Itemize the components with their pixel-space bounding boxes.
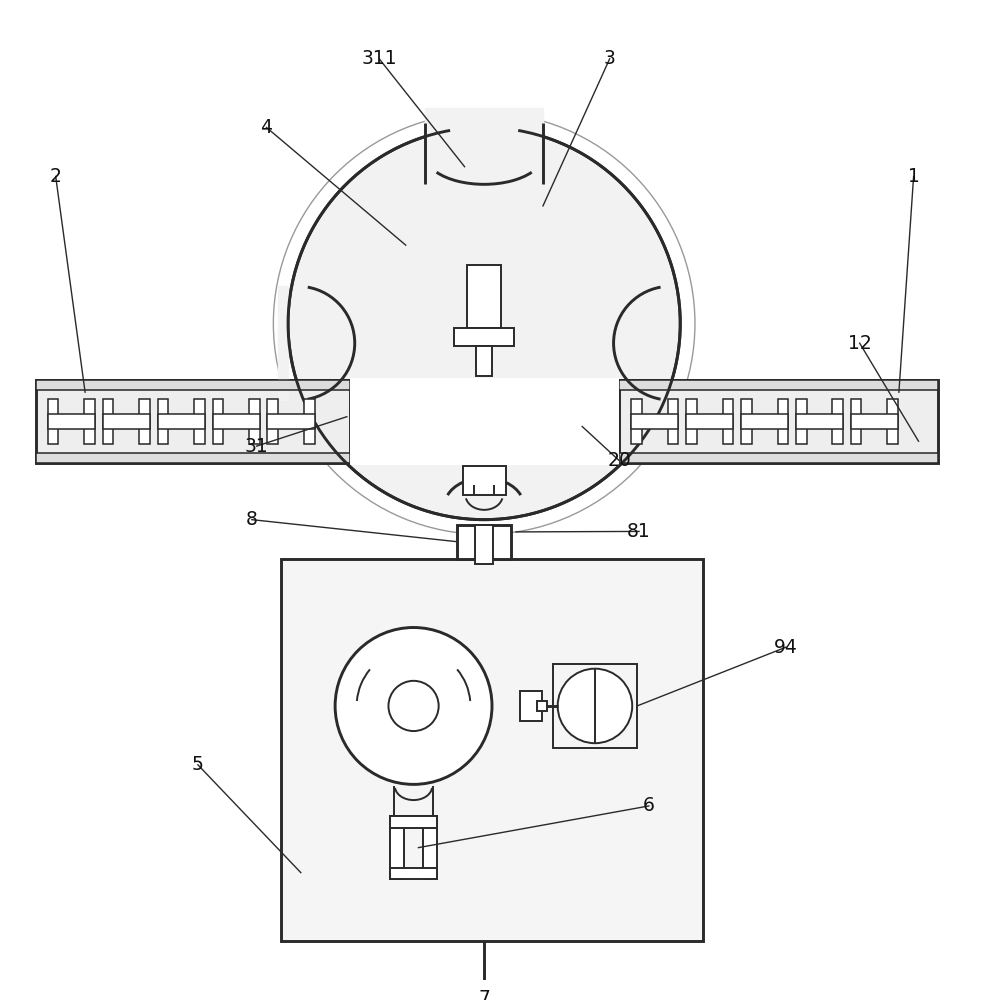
Bar (390, 816, 437, 828)
Bar (620, 380, 938, 463)
Bar (888, 399, 898, 444)
Bar (476, 346, 492, 376)
Bar (213, 399, 223, 444)
Bar (48, 414, 94, 429)
Bar (796, 414, 843, 429)
Circle shape (288, 127, 680, 520)
Bar (213, 414, 260, 429)
Bar (36, 380, 350, 463)
Bar (85, 399, 94, 444)
Bar (631, 414, 678, 429)
Bar (851, 414, 898, 429)
Bar (390, 816, 403, 879)
Bar (741, 414, 788, 429)
Bar (390, 868, 437, 879)
Bar (686, 399, 697, 444)
Bar (102, 414, 150, 429)
Text: 20: 20 (607, 451, 632, 470)
Bar (36, 380, 350, 390)
Bar (796, 399, 807, 444)
Bar (620, 453, 938, 463)
Bar (36, 453, 350, 463)
Bar (462, 466, 506, 495)
Bar (304, 399, 315, 444)
Bar (686, 414, 733, 429)
Bar (157, 399, 168, 444)
Bar (741, 399, 752, 444)
Text: 311: 311 (361, 49, 398, 68)
Bar (851, 399, 861, 444)
Bar (48, 399, 58, 444)
Text: 94: 94 (774, 638, 798, 657)
Text: 31: 31 (245, 437, 269, 456)
Bar (350, 378, 620, 465)
Text: 6: 6 (643, 796, 654, 815)
Bar (281, 559, 703, 941)
Circle shape (389, 681, 439, 731)
Text: 12: 12 (848, 334, 872, 353)
Text: 7: 7 (478, 989, 490, 1000)
Bar (455, 328, 515, 346)
Circle shape (558, 669, 632, 743)
Text: 4: 4 (261, 118, 273, 137)
Bar (668, 399, 678, 444)
Bar (268, 399, 278, 444)
Polygon shape (278, 286, 288, 400)
Polygon shape (425, 108, 543, 189)
Bar (553, 664, 637, 748)
Bar (139, 399, 150, 444)
Bar (249, 399, 260, 444)
Bar (777, 399, 788, 444)
Bar (102, 399, 113, 444)
Bar (423, 816, 437, 879)
Text: 3: 3 (604, 49, 616, 68)
Bar (157, 414, 205, 429)
Bar (521, 691, 542, 721)
Bar (537, 701, 547, 711)
Text: 81: 81 (627, 522, 651, 541)
Text: 8: 8 (246, 510, 258, 529)
Text: 1: 1 (907, 167, 919, 186)
Bar (631, 399, 642, 444)
Text: 2: 2 (50, 167, 62, 186)
Bar (268, 414, 315, 429)
Circle shape (336, 628, 492, 784)
Bar (458, 525, 511, 559)
Bar (832, 399, 843, 444)
Bar (475, 525, 493, 564)
Bar (194, 399, 205, 444)
Bar (467, 265, 501, 328)
Bar (620, 380, 938, 390)
Bar (722, 399, 733, 444)
Text: 5: 5 (192, 755, 204, 774)
